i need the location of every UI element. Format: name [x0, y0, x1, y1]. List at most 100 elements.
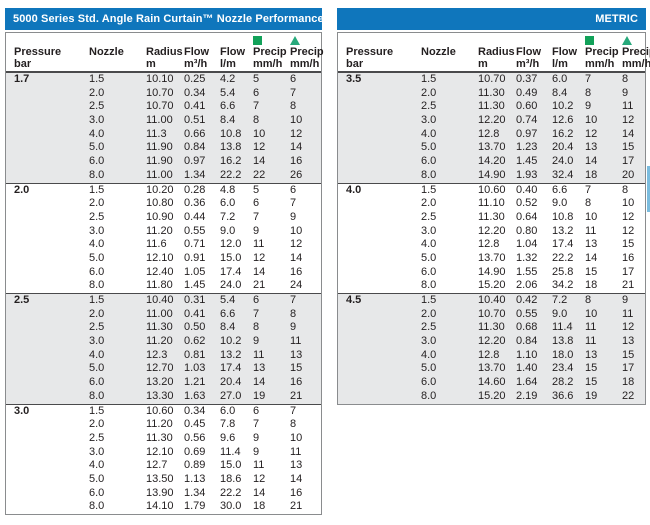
- flow-lm-cell: 20.4: [552, 141, 574, 154]
- radius-cell: 12.40: [146, 265, 174, 278]
- flow-m3h-cell: 0.80: [516, 224, 538, 237]
- pressure-group: 2.5 1.5 10.40 0.31 5.4 6 7 2.0 11.00 0.41 6.6 7 8 2.5…: [6, 293, 321, 404]
- precip-triangle-cell: 9: [622, 86, 629, 99]
- precip-square-cell: 8: [253, 321, 260, 334]
- precip-triangle-cell: 8: [290, 418, 297, 431]
- flow-m3h-cell: 1.34: [184, 486, 206, 499]
- precip-triangle-cell: 13: [290, 348, 303, 361]
- table-row: 6.0 12.40 1.05 17.4 14 16: [6, 266, 321, 280]
- pressure-cell: [346, 321, 421, 335]
- table-row: 4.0 12.8 1.04 17.4 13 15: [338, 238, 645, 252]
- table-row: 5.0 13.70 1.32 22.2 14 16: [338, 252, 645, 266]
- precip-triangle-cell: 11: [290, 445, 302, 458]
- radius-cell: 14.20: [478, 155, 506, 168]
- flow-lm-cell: 10.8: [552, 210, 574, 223]
- pressure-cell: [14, 169, 89, 183]
- precip-square-cell: 18: [585, 168, 598, 181]
- table-row: 6.0 14.20 1.45 24.0 14 17: [338, 155, 645, 169]
- radius-cell: 13.50: [146, 472, 174, 485]
- nozzle-cell: 8.0: [421, 279, 437, 292]
- flow-m3h-cell: 0.55: [184, 224, 206, 237]
- flow-m3h-cell: 1.34: [184, 168, 206, 181]
- table-row: 8.0 15.20 2.19 36.6 19 22: [338, 390, 645, 404]
- precip-triangle-cell: 8: [290, 307, 297, 320]
- green-triangle-icon: [622, 36, 632, 45]
- radius-cell: 10.70: [478, 73, 506, 85]
- precip-triangle-cell: 17: [622, 155, 635, 168]
- table-row: 3.0 11.20 0.62 10.2 9 11: [6, 335, 321, 349]
- radius-cell: 14.90: [478, 168, 506, 181]
- pressure-cell: [346, 211, 421, 225]
- nozzle-cell: 4.0: [421, 238, 437, 251]
- pressure-cell: [14, 321, 89, 335]
- flow-lm-cell: 30.0: [220, 500, 242, 513]
- radius-cell: 12.20: [478, 335, 506, 348]
- precip-square-cell: 15: [585, 376, 598, 389]
- precip-square-cell: 19: [253, 389, 266, 402]
- precip-triangle-cell: 18: [622, 376, 635, 389]
- flow-lm-cell: 7.8: [220, 418, 236, 431]
- table-row: 4.0 12.7 0.89 15.0 11 13: [6, 459, 321, 473]
- radius-cell: 13.30: [146, 389, 174, 402]
- table-row: 4.5 1.5 10.40 0.42 7.2 8 9: [338, 294, 645, 308]
- nozzle-cell: 5.0: [89, 362, 105, 375]
- pressure-cell: [346, 349, 421, 363]
- precip-square-cell: 8: [253, 114, 260, 127]
- pressure-cell: [14, 418, 89, 432]
- flow-m3h-cell: 0.31: [184, 294, 206, 306]
- precip-triangle-cell: 11: [290, 335, 302, 348]
- radius-cell: 11.30: [478, 86, 505, 99]
- radius-cell: 11.20: [146, 335, 173, 348]
- radius-cell: 12.3: [146, 348, 168, 361]
- radius-cell: 10.70: [146, 86, 174, 99]
- flow-lm-cell: 25.8: [552, 265, 574, 278]
- table-row: 6.0 14.90 1.55 25.8 15 17: [338, 266, 645, 280]
- flow-lm-cell: 27.0: [220, 389, 242, 402]
- flow-m3h-cell: 0.74: [516, 114, 538, 127]
- table-row: 4.0 12.3 0.81 13.2 11 13: [6, 349, 321, 363]
- flow-lm-cell: 22.2: [552, 251, 574, 264]
- precip-triangle-cell: 7: [290, 197, 297, 210]
- radius-cell: 12.10: [146, 251, 174, 264]
- flow-lm-cell: 10.2: [220, 335, 242, 348]
- nozzle-cell: 6.0: [89, 376, 105, 389]
- pressure-cell: [14, 155, 89, 169]
- flow-lm-cell: 12.6: [552, 114, 574, 127]
- nozzle-cell: 2.5: [89, 100, 105, 113]
- pressure-cell: [346, 197, 421, 211]
- nozzle-cell: 5.0: [421, 362, 437, 375]
- pressure-cell: [346, 390, 421, 404]
- radius-cell: 13.90: [146, 486, 174, 499]
- radius-cell: 12.20: [478, 114, 506, 127]
- flow-m3h-cell: 0.49: [516, 86, 538, 99]
- flow-lm-cell: 17.4: [220, 265, 242, 278]
- flow-lm-cell: 7.2: [220, 210, 236, 223]
- flow-lm-cell: 16.2: [220, 155, 242, 168]
- precip-square-cell: 14: [253, 486, 266, 499]
- pressure-cell: [14, 197, 89, 211]
- radius-cell: 13.70: [478, 141, 506, 154]
- radius-cell: 11.30: [478, 321, 505, 334]
- flow-m3h-cell: 0.51: [184, 114, 206, 127]
- pressure-cell: [14, 308, 89, 322]
- flow-lm-cell: 23.4: [552, 362, 574, 375]
- green-triangle-icon: [290, 36, 300, 45]
- table-row: 2.0 11.20 0.45 7.8 7 8: [6, 418, 321, 432]
- precip-square-cell: 18: [253, 500, 266, 513]
- radius-cell: 12.10: [146, 445, 174, 458]
- flow-lm-cell: 9.6: [220, 431, 236, 444]
- radius-cell: 11.00: [146, 168, 173, 181]
- radius-cell: 10.70: [478, 307, 506, 320]
- col-precip-triangle: Precip mm/h: [290, 35, 324, 70]
- radius-cell: 14.90: [478, 265, 506, 278]
- pressure-cell: 4.5: [346, 294, 362, 306]
- flow-lm-cell: 6.6: [220, 100, 236, 113]
- precip-triangle-cell: 16: [290, 265, 303, 278]
- pressure-cell: [346, 252, 421, 266]
- precip-triangle-cell: 8: [290, 100, 297, 113]
- flow-m3h-cell: 1.45: [516, 155, 538, 168]
- precip-square-cell: 9: [253, 335, 260, 348]
- nozzle-cell: 8.0: [89, 500, 105, 513]
- precip-square-cell: 11: [585, 321, 597, 334]
- precip-triangle-cell: 15: [622, 238, 635, 251]
